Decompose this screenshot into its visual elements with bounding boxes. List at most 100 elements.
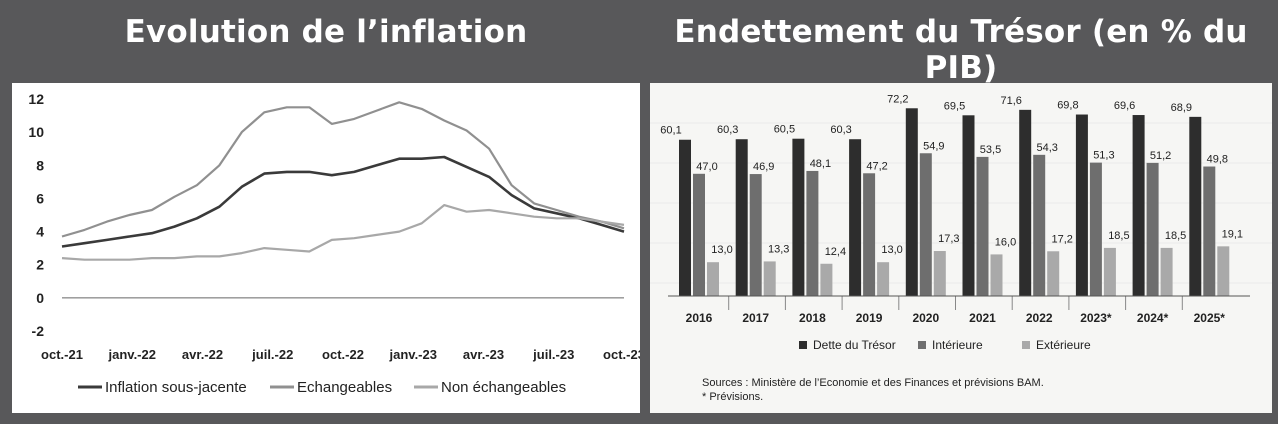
bar-3 [990, 254, 1003, 296]
y-tick-label: -2 [32, 323, 45, 339]
x-category-label: 2025* [1194, 311, 1226, 325]
y-tick-label: 12 [28, 91, 44, 107]
bar-chart-title: Endettement du Trésor (en % du PIB) [674, 14, 1248, 86]
x-category-label: 2020 [912, 311, 939, 325]
legend-label: Dette du Trésor [813, 338, 896, 352]
bar-value-label: 12,4 [825, 246, 846, 258]
y-tick-label: 0 [36, 290, 44, 306]
legend-label: Inflation sous-jacente [105, 379, 247, 396]
bar-2 [693, 173, 705, 296]
debt-chart-panel: 60,1 47,0 13,0 2016 60,3 46,9 13,3 2017 60,5 48,1… [650, 83, 1272, 413]
bar-value-label: 72,2 [887, 93, 908, 105]
x-tick-label: juil.-22 [251, 347, 293, 362]
bar-2 [919, 153, 932, 296]
y-tick-label: 8 [36, 157, 44, 173]
bar-value-label: 60,5 [774, 124, 795, 136]
y-tick-label: 10 [28, 124, 44, 140]
bar-value-label: 47,2 [866, 160, 887, 172]
bar-1 [679, 139, 691, 296]
bar-value-label: 69,8 [1057, 100, 1078, 112]
bar-value-label: 18,5 [1108, 230, 1129, 242]
series-line-2 [61, 101, 625, 238]
sources-note: Sources : Ministère de l’Economie et des… [702, 377, 1044, 389]
x-tick-label: avr.-23 [463, 347, 504, 362]
bar-value-label: 53,5 [980, 144, 1001, 156]
bar-1 [1075, 114, 1088, 296]
bar-value-label: 51,2 [1150, 150, 1171, 162]
bar-value-label: 69,6 [1114, 100, 1135, 112]
bar-1 [1132, 115, 1145, 296]
bar-2 [976, 156, 989, 296]
x-tick-label: avr.-22 [182, 347, 223, 362]
legend-label: Non échangeables [441, 379, 566, 396]
bar-1 [792, 138, 805, 296]
legend-label: Extérieure [1036, 338, 1091, 352]
bar-value-label: 13,0 [711, 244, 732, 256]
x-category-label: 2023* [1080, 311, 1112, 325]
bar-3 [1103, 247, 1116, 296]
x-category-label: 2022 [1026, 311, 1053, 325]
bar-1 [1019, 109, 1032, 296]
bar-3 [1217, 246, 1230, 296]
bar-2 [749, 174, 762, 296]
x-category-label: 2021 [969, 311, 996, 325]
x-tick-label: oct.-23 [603, 347, 640, 362]
bar-1 [962, 115, 975, 296]
x-tick-label: juil.-23 [532, 347, 574, 362]
bar-value-label: 17,2 [1051, 233, 1072, 245]
bar-3 [1160, 247, 1173, 296]
y-tick-label: 6 [36, 190, 44, 206]
x-category-label: 2017 [742, 311, 769, 325]
bar-value-label: 60,3 [830, 124, 851, 136]
forecast-note: * Prévisions. [702, 391, 764, 403]
bar-1 [735, 139, 748, 296]
bar-value-label: 60,3 [717, 124, 738, 136]
legend-swatch [918, 341, 926, 349]
bar-2 [1146, 162, 1159, 296]
y-tick-label: 2 [36, 257, 44, 273]
series-line-3 [61, 203, 625, 261]
x-category-label: 2018 [799, 311, 826, 325]
bar-1 [905, 108, 918, 296]
bar-1 [849, 139, 862, 296]
y-tick-label: 4 [36, 224, 44, 240]
bar-value-label: 48,1 [810, 158, 831, 170]
bar-3 [877, 262, 890, 296]
bar-value-label: 16,0 [995, 236, 1016, 248]
bar-2 [1089, 162, 1102, 296]
bar-3 [820, 263, 833, 296]
bar-value-label: 69,5 [944, 100, 965, 112]
legend-swatch [799, 341, 807, 349]
bar-2 [806, 170, 819, 296]
bar-3 [707, 262, 719, 296]
x-tick-label: janv.-22 [108, 347, 156, 362]
x-tick-label: janv.-23 [389, 347, 437, 362]
x-tick-label: oct.-21 [41, 347, 83, 362]
x-category-label: 2024* [1137, 311, 1169, 325]
bar-value-label: 17,3 [938, 233, 959, 245]
bar-value-label: 49,8 [1207, 154, 1228, 166]
bar-value-label: 13,0 [881, 244, 902, 256]
bar-value-label: 68,9 [1171, 102, 1192, 114]
bar-2 [863, 173, 876, 296]
inflation-chart-panel: 12 10 8 6 4 2 0 -2 oct.-21 janv.-22 avr.-22 juil.-2… [12, 83, 640, 413]
bar-2 [1033, 154, 1046, 296]
legend-swatch [1022, 341, 1030, 349]
bar-value-label: 18,5 [1165, 230, 1186, 242]
bar-value-label: 54,3 [1036, 142, 1057, 154]
x-category-label: 2019 [856, 311, 883, 325]
inflation-line-chart: 12 10 8 6 4 2 0 -2 oct.-21 janv.-22 avr.-22 juil.-2… [28, 91, 640, 396]
bar-value-label: 46,9 [753, 161, 774, 173]
bar-value-label: 47,0 [696, 161, 717, 173]
bar-value-label: 51,3 [1093, 150, 1114, 162]
bar-2 [1203, 166, 1216, 296]
bar-1 [1189, 116, 1202, 296]
legend-label: Echangeables [297, 379, 392, 396]
series-line-1 [61, 155, 625, 248]
debt-bar-chart: 60,1 47,0 13,0 2016 60,3 46,9 13,3 2017 60,5 48,1… [650, 93, 1272, 352]
x-tick-label: oct.-22 [322, 347, 364, 362]
line-chart-title: Evolution de l’inflation [124, 14, 528, 50]
legend-label: Intérieure [932, 338, 983, 352]
x-category-label: 2016 [686, 311, 713, 325]
bar-value-label: 13,3 [768, 243, 789, 255]
